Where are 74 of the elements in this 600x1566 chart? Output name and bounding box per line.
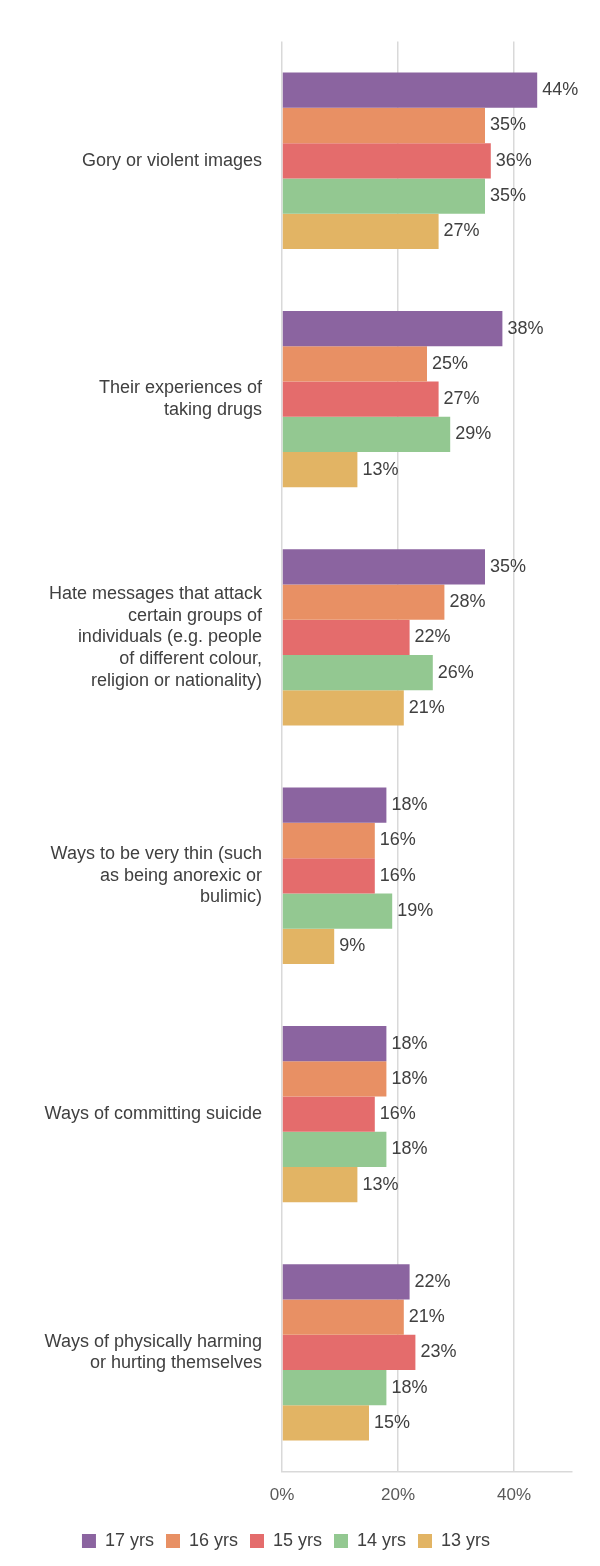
bar	[282, 1264, 410, 1300]
legend-label: 13 yrs	[441, 1529, 491, 1550]
bar	[282, 310, 503, 347]
data-label: 16%	[379, 1103, 416, 1124]
data-label: 18%	[391, 1376, 428, 1397]
bar	[282, 1370, 387, 1406]
bar	[282, 1131, 387, 1168]
data-label: 15%	[374, 1411, 411, 1432]
x-tick-label: 40%	[496, 1485, 532, 1505]
bar	[282, 549, 485, 585]
bar	[282, 72, 538, 108]
data-label: 29%	[455, 423, 492, 444]
bar	[282, 1096, 375, 1132]
data-label: 16%	[379, 864, 416, 885]
data-label: 38%	[507, 317, 544, 338]
bar	[282, 584, 445, 620]
data-label: 26%	[437, 661, 474, 682]
legend-label: 17 yrs	[104, 1529, 154, 1550]
y-tick-label: Hate messages that attack certain groups of individuals (e.g. people of different colour, religion or nationality)	[48, 583, 263, 690]
x-tick-label: 0%	[269, 1485, 295, 1505]
bar	[282, 1405, 369, 1441]
data-label: 22%	[414, 1270, 451, 1291]
bar	[282, 381, 439, 417]
bar	[282, 619, 410, 656]
bar	[282, 143, 491, 179]
y-tick-label: Ways to be very thin (such as being anorexic or bulimic)	[50, 843, 262, 907]
bar	[282, 416, 451, 453]
bar	[282, 787, 387, 823]
data-label: 28%	[449, 591, 486, 612]
bar	[282, 928, 335, 964]
data-label: 18%	[391, 1138, 428, 1159]
data-label: 22%	[414, 626, 451, 647]
data-label: 18%	[391, 1032, 428, 1053]
data-label: 18%	[391, 794, 428, 815]
data-label: 36%	[495, 149, 532, 170]
data-label: 27%	[443, 220, 480, 241]
bar	[282, 1299, 404, 1335]
data-label: 9%	[339, 935, 366, 956]
y-tick-label: Ways of physically harming or hurting themselves	[44, 1330, 262, 1373]
bar	[282, 1167, 358, 1203]
bar	[282, 858, 375, 894]
legend-label: 14 yrs	[357, 1529, 407, 1550]
data-label: 25%	[432, 352, 469, 373]
y-tick-label: Ways of committing suicide	[44, 1103, 262, 1124]
bar	[282, 107, 485, 144]
bar	[282, 655, 433, 691]
legend-label: 16 yrs	[188, 1529, 239, 1550]
data-label: 21%	[408, 1306, 445, 1327]
data-label: 35%	[490, 185, 527, 206]
bar	[282, 1334, 416, 1371]
bar	[282, 1061, 387, 1097]
bar	[282, 213, 439, 249]
data-label: 44%	[542, 79, 579, 100]
bar	[282, 452, 358, 488]
bar	[282, 893, 393, 929]
y-tick-label: Their experiences of taking drugs	[98, 377, 263, 419]
data-label: 21%	[408, 696, 445, 717]
data-label: 13%	[362, 1173, 399, 1194]
bar	[282, 346, 427, 382]
data-label: 35%	[490, 555, 527, 576]
bar	[282, 178, 485, 214]
bar	[282, 822, 375, 859]
data-label: 19%	[397, 900, 434, 921]
data-label: 23%	[420, 1341, 457, 1362]
bar	[282, 1025, 387, 1062]
bar	[282, 690, 404, 726]
data-label: 35%	[490, 114, 527, 135]
data-label: 16%	[379, 829, 416, 850]
legend-label: 15 yrs	[272, 1529, 323, 1550]
data-label: 13%	[362, 458, 399, 479]
data-label: 18%	[391, 1067, 428, 1088]
y-tick-label: Gory or violent images	[81, 149, 262, 170]
x-tick-label: 20%	[380, 1485, 416, 1505]
data-label: 27%	[443, 388, 480, 409]
